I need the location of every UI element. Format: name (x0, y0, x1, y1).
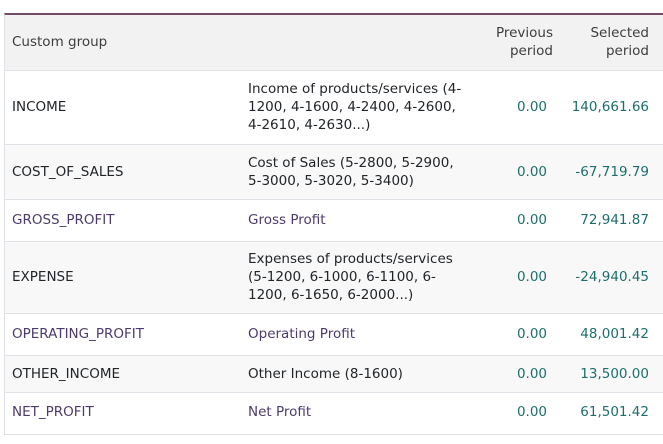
table-row[interactable]: EXPENSE Expenses of products/services (5… (5, 241, 663, 314)
description-cell: Net Profit (248, 404, 312, 421)
column-header-custom-group[interactable]: Custom group (5, 15, 239, 71)
selected-period-cell: 140,661.66 (557, 70, 653, 145)
previous-period-cell: 0.00 (470, 355, 557, 393)
selected-period-cell: -67,719.79 (557, 144, 653, 200)
custom-group-cell: OPERATING_PROFIT (5, 313, 239, 356)
table-row[interactable]: INCOME Income of products/services (4-12… (5, 70, 663, 145)
description-cell: Other Income (8-1600) (239, 355, 470, 393)
custom-group-cell: NET_PROFIT (12, 404, 94, 421)
column-header-description (239, 15, 470, 71)
custom-group-cell: GROSS_PROFIT (5, 199, 239, 242)
table-row[interactable]: OPERATING_PROFIT Operating Profit 0.00 4… (5, 313, 663, 356)
custom-group-cell: COST_OF_SALES (5, 144, 239, 200)
selected-period-cell: 61,501.42 (580, 404, 649, 421)
column-header-next (653, 15, 663, 71)
table-row[interactable]: NET_PROFIT Net Profit 0.00 61,501.42 10 (5, 392, 663, 432)
previous-period-cell: 0.00 (516, 404, 547, 421)
previous-period-cell: 0.00 (470, 70, 557, 145)
column-header-previous-period[interactable]: Previous period (470, 15, 557, 71)
next-period-cell: 10 (653, 392, 663, 432)
next-period-cell: 9 (653, 70, 663, 145)
selected-period-cell: -24,940.45 (557, 241, 653, 314)
next-period-cell: 3 (653, 355, 663, 393)
previous-period-cell: 0.00 (470, 241, 557, 314)
selected-period-cell: 13,500.00 (557, 355, 653, 393)
description-cell: Cost of Sales (5-2800, 5-2900, 5-3000, 5… (239, 144, 470, 200)
next-period-cell: 7 (653, 313, 663, 356)
selected-period-cell: 48,001.42 (557, 313, 653, 356)
description-cell: Income of products/services (4-1200, 4-1… (239, 70, 470, 145)
table-row[interactable]: GROSS_PROFIT Gross Profit 0.00 72,941.87… (5, 199, 663, 242)
description-cell: Operating Profit (239, 313, 470, 356)
table-header-row: Custom group Previous period Selected peri… (5, 15, 663, 71)
previous-period-cell: 0.00 (470, 199, 557, 242)
next-period-cell (653, 144, 663, 200)
next-period-cell: - (653, 241, 663, 314)
selected-period-cell: 72,941.87 (557, 199, 653, 242)
table-row[interactable]: OTHER_INCOME Other Income (8-1600) 0.00 … (5, 355, 663, 393)
previous-period-cell: 0.00 (470, 144, 557, 200)
custom-group-cell: INCOME (5, 70, 239, 145)
next-period-cell: 9 (653, 199, 663, 242)
column-header-selected-period[interactable]: Selected period (557, 15, 653, 71)
custom-group-cell: EXPENSE (5, 241, 239, 314)
description-cell: Gross Profit (239, 199, 470, 242)
report-table-container: Custom group Previous period Selected peri… (4, 13, 663, 435)
profit-loss-report-table: Custom group Previous period Selected peri… (5, 15, 663, 432)
table-row[interactable]: COST_OF_SALES Cost of Sales (5-2800, 5-2… (5, 144, 663, 200)
custom-group-cell: OTHER_INCOME (5, 355, 239, 393)
description-cell: Expenses of products/services (5-1200, 6… (239, 241, 470, 314)
previous-period-cell: 0.00 (470, 313, 557, 356)
